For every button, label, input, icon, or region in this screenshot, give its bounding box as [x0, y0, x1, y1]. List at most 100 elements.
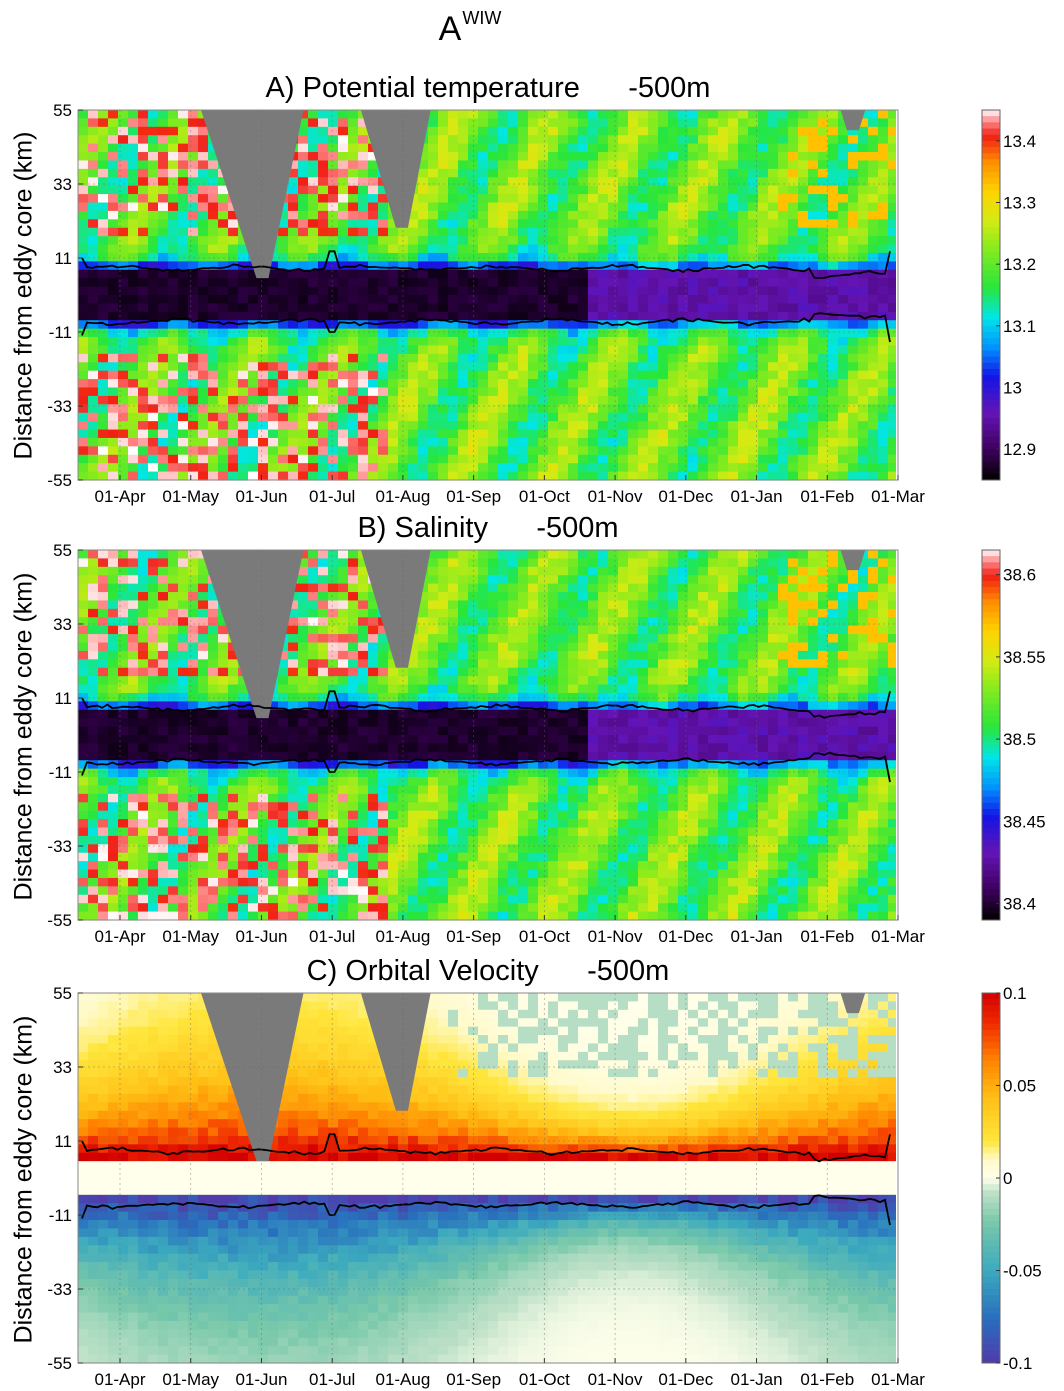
heatmap-cell	[138, 168, 149, 178]
heatmap-cell	[478, 642, 489, 652]
heatmap-cell	[858, 252, 869, 262]
heatmap-cell	[578, 110, 589, 120]
heatmap-cell	[578, 152, 589, 162]
heatmap-cell	[308, 387, 319, 397]
heatmap-cell	[798, 471, 809, 481]
heatmap-cell	[698, 592, 709, 602]
heatmap-cell	[708, 362, 719, 372]
heatmap-cell	[768, 135, 779, 145]
heatmap-cell	[728, 421, 739, 431]
heatmap-cell	[698, 463, 709, 473]
heatmap-cell	[708, 404, 719, 414]
heatmap-cell	[618, 421, 629, 431]
heatmap-cell	[878, 110, 889, 120]
heatmap-cell	[708, 446, 719, 456]
heatmap-cell	[528, 446, 539, 456]
heatmap-cell	[888, 600, 899, 610]
heatmap-cell	[798, 387, 809, 397]
heatmap-cell	[108, 278, 119, 288]
heatmap-cell	[658, 659, 669, 669]
heatmap-cell	[878, 575, 889, 585]
heatmap-cell	[548, 634, 559, 644]
heatmap-cell	[438, 592, 449, 602]
heatmap-cell	[878, 236, 889, 246]
heatmap-cell	[308, 261, 319, 271]
heatmap-cell	[678, 219, 689, 229]
heatmap-cell	[348, 404, 359, 414]
heatmap-cell	[718, 600, 729, 610]
heatmap-cell	[448, 118, 459, 128]
heatmap-cell	[698, 404, 709, 414]
heatmap-cell	[318, 244, 329, 254]
heatmap-cell	[758, 269, 769, 279]
heatmap-cell	[658, 592, 669, 602]
heatmap-cell	[308, 634, 319, 644]
heatmap-cell	[778, 311, 789, 321]
heatmap-cell	[838, 261, 849, 271]
heatmap-cell	[178, 286, 189, 296]
heatmap-cell	[588, 320, 599, 330]
heatmap-cell	[768, 261, 779, 271]
heatmap-cell	[678, 252, 689, 262]
heatmap-cell	[598, 659, 609, 669]
heatmap-cell	[708, 227, 719, 237]
panel-a-variable: Potential temperature	[302, 72, 580, 104]
heatmap-cell	[168, 370, 179, 380]
heatmap-cell	[668, 600, 679, 610]
heatmap-cell	[198, 135, 209, 145]
heatmap-cell	[628, 625, 639, 635]
heatmap-cell	[788, 437, 799, 447]
heatmap-cell	[478, 236, 489, 246]
heatmap-cell	[188, 379, 199, 389]
heatmap-cell	[628, 362, 639, 372]
heatmap-cell	[338, 463, 349, 473]
heatmap-cell	[148, 202, 159, 212]
heatmap-cell	[588, 286, 599, 296]
heatmap-cell	[458, 328, 469, 338]
heatmap-cell	[418, 236, 429, 246]
heatmap-cell	[528, 617, 539, 627]
heatmap-cell	[588, 353, 599, 363]
heatmap-cell	[858, 118, 869, 128]
heatmap-cell	[878, 126, 889, 136]
heatmap-cell	[858, 463, 869, 473]
heatmap-cell	[458, 429, 469, 439]
heatmap-cell	[158, 118, 169, 128]
heatmap-cell	[818, 550, 829, 560]
heatmap-cell	[78, 370, 89, 380]
heatmap-cell	[658, 395, 669, 405]
heatmap-cell	[228, 429, 239, 439]
heatmap-cell	[698, 437, 709, 447]
heatmap-cell	[418, 412, 429, 422]
colorbar-segment	[982, 473, 1000, 481]
heatmap-cell	[818, 345, 829, 355]
heatmap-cell	[498, 219, 509, 229]
heatmap-cell	[368, 219, 379, 229]
heatmap-cell	[648, 642, 659, 652]
heatmap-cell	[838, 227, 849, 237]
heatmap-cell	[888, 412, 899, 422]
heatmap-cell	[468, 278, 479, 288]
heatmap-cell	[818, 269, 829, 279]
heatmap-cell	[168, 177, 179, 187]
heatmap-cell	[798, 362, 809, 372]
heatmap-cell	[798, 202, 809, 212]
heatmap-cell	[88, 261, 99, 271]
heatmap-cell	[778, 194, 789, 204]
heatmap-cell	[328, 667, 339, 677]
heatmap-cell	[398, 404, 409, 414]
heatmap-cell	[118, 353, 129, 363]
colorbar-segment	[982, 159, 1000, 166]
heatmap-cell	[128, 320, 139, 330]
heatmap-cell	[768, 592, 779, 602]
heatmap-cell	[768, 362, 779, 372]
heatmap-cell	[738, 202, 749, 212]
heatmap-cell	[128, 446, 139, 456]
heatmap-cell	[338, 642, 349, 652]
heatmap-cell	[408, 362, 419, 372]
heatmap-cell	[98, 395, 109, 405]
heatmap-cell	[578, 566, 589, 576]
heatmap-cell	[848, 404, 859, 414]
heatmap-cell	[238, 269, 249, 279]
heatmap-cell	[308, 437, 319, 447]
